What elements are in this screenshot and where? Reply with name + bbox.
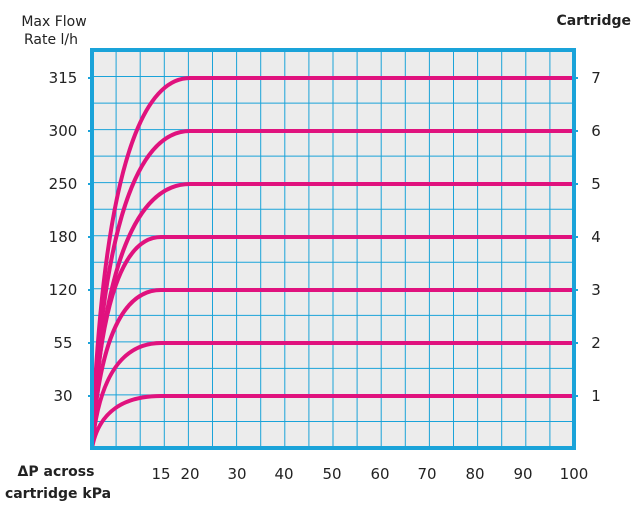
left-tick-label: 180 (49, 228, 78, 246)
axes-group (90, 48, 576, 450)
left-axis-title-line-1: Max Flow (21, 14, 86, 30)
text-group: Max Flow Rate l/h Cartridge ΔP across ca… (5, 13, 631, 502)
x-tick-label: 15 (151, 465, 170, 483)
x-tick-label: 30 (227, 465, 246, 483)
right-tick-label: 5 (591, 175, 601, 193)
plot-border (90, 48, 576, 450)
x-tick-label: 40 (274, 465, 293, 483)
x-axis-title-line-2: cartridge kPa (5, 486, 111, 502)
left-tick-label: 55 (53, 334, 72, 352)
x-tick-label: 20 (180, 465, 199, 483)
left-axis-title-line-2: Rate l/h (24, 32, 78, 48)
right-tick-label: 2 (591, 334, 601, 352)
right-tick-label: 7 (591, 69, 601, 87)
left-ticks-group: 315 300 250 180 120 55 30 (49, 69, 92, 405)
series-line-cartridge-1 (90, 394, 576, 450)
x-tick-label: 90 (513, 465, 532, 483)
left-tick-label: 300 (49, 122, 78, 140)
right-axis-title: Cartridge (556, 13, 631, 29)
right-tick-label: 6 (591, 122, 601, 140)
left-tick-label: 30 (53, 387, 72, 405)
left-tick-label: 315 (49, 69, 78, 87)
left-tick-label: 250 (49, 175, 78, 193)
series-group (90, 76, 576, 450)
x-tick-label: 70 (417, 465, 436, 483)
x-tick-label: 80 (465, 465, 484, 483)
x-tick-label: 60 (370, 465, 389, 483)
right-tick-label: 3 (591, 281, 601, 299)
right-tick-label: 1 (591, 387, 601, 405)
series-line-cartridge-2 (90, 341, 576, 450)
right-tick-label: 4 (591, 228, 601, 246)
series-line-cartridge-3 (90, 288, 576, 450)
right-ticks-group: 7 6 5 4 3 2 1 (574, 69, 601, 405)
x-tick-label: 50 (322, 465, 341, 483)
x-axis-title-line-1: ΔP across (18, 464, 95, 480)
x-tick-label: 100 (560, 465, 589, 483)
x-ticks-group: 15 20 30 40 50 60 70 80 90 100 (151, 465, 588, 483)
left-tick-label: 120 (49, 281, 78, 299)
grid-group (92, 50, 574, 448)
